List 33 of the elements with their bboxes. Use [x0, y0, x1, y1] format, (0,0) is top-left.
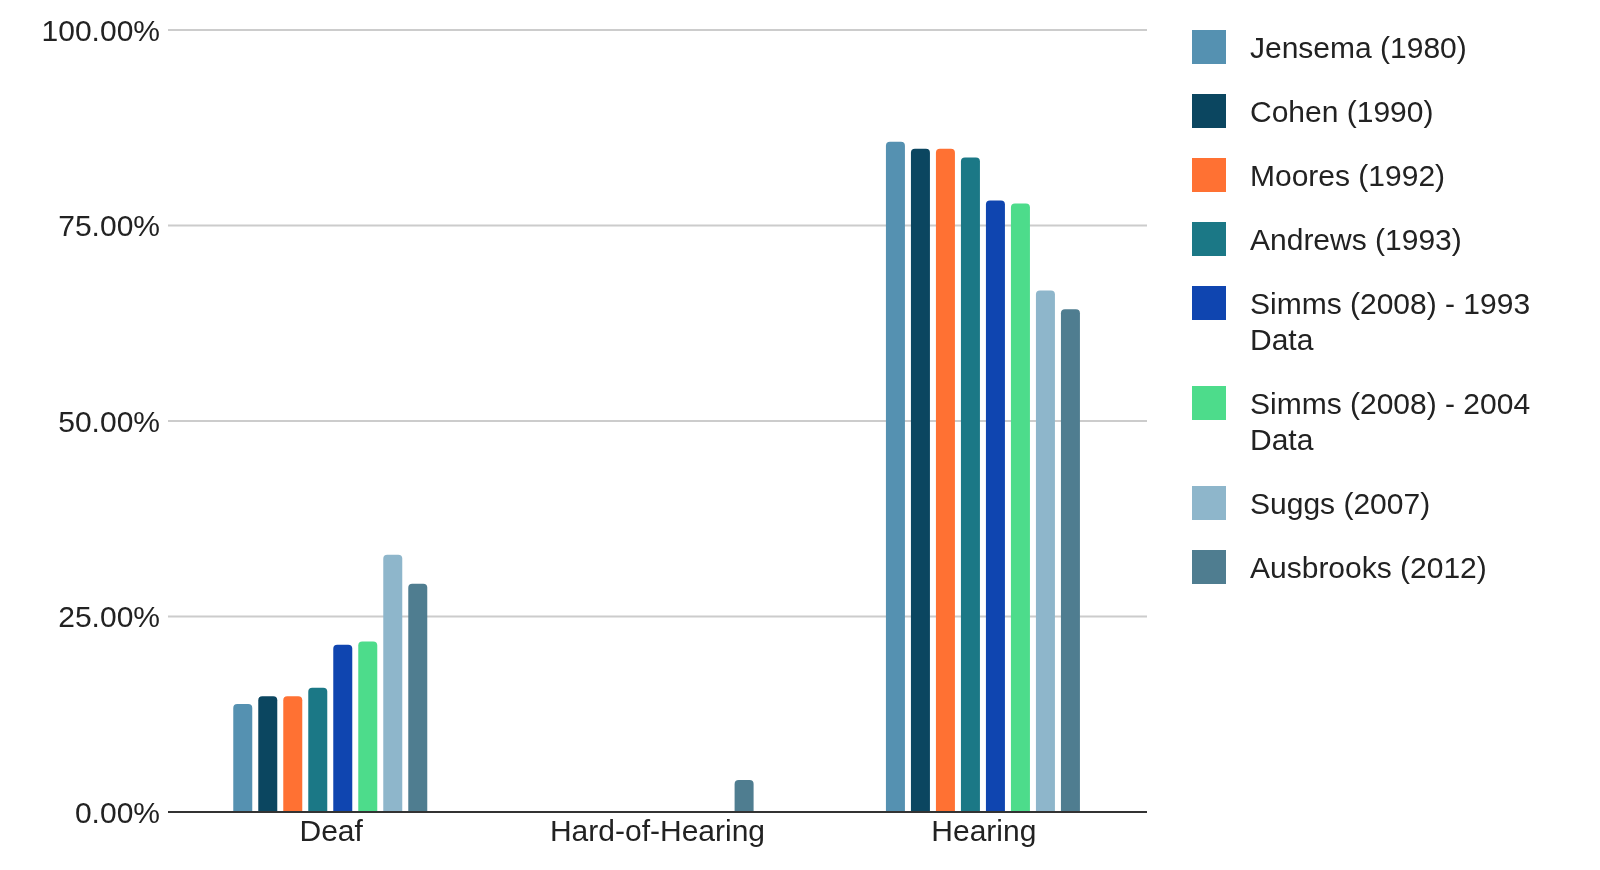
- legend-label: Andrews (1993): [1250, 222, 1462, 258]
- y-tick-label: 50.00%: [58, 404, 160, 438]
- bar: [1010, 203, 1030, 812]
- bar: [408, 583, 428, 812]
- x-tick-label: Deaf: [299, 814, 364, 848]
- bar: [333, 644, 353, 812]
- bar: [383, 554, 403, 812]
- y-tick-label: 100.00%: [41, 13, 160, 47]
- legend-label: Ausbrooks (2012): [1250, 550, 1487, 586]
- y-tick-label: 75.00%: [58, 209, 160, 243]
- bar: [258, 696, 278, 812]
- legend-label: Suggs (2007): [1250, 486, 1431, 522]
- bar: [1060, 309, 1080, 812]
- x-tick-label: Hard-of-Hearing: [549, 814, 766, 848]
- bar: [308, 687, 328, 812]
- bar: [358, 641, 378, 812]
- y-tick-label: 25.00%: [58, 600, 160, 634]
- bar: [233, 704, 253, 812]
- y-tick-label: 0.00%: [74, 795, 160, 829]
- bar: [1035, 290, 1055, 812]
- bar: [885, 141, 905, 812]
- legend-label: Moores (1992): [1250, 158, 1446, 194]
- bar: [910, 148, 930, 812]
- legend-label: Simms (2008) - 2004 Data: [1250, 386, 1532, 458]
- legend-label: Simms (2008) - 1993 Data: [1250, 286, 1532, 358]
- bar: [935, 148, 955, 812]
- legend-label: Cohen (1990): [1250, 94, 1434, 130]
- bar: [734, 779, 754, 812]
- bar: [283, 696, 303, 812]
- bar: [960, 157, 980, 812]
- bar: [985, 200, 1005, 812]
- legend-label: Jensema (1980): [1250, 30, 1467, 66]
- x-tick-label: Hearing: [931, 814, 1037, 848]
